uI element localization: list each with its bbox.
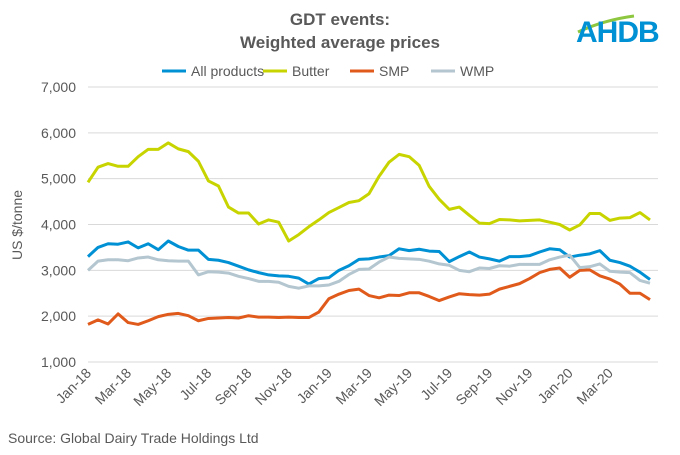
series-line-smp xyxy=(87,266,651,326)
y-tick-label: 4,000 xyxy=(41,217,76,233)
x-tick-label: Nov-18 xyxy=(252,365,295,408)
x-tick-label: May-19 xyxy=(371,365,415,409)
y-tick-label: 1,000 xyxy=(41,354,76,370)
series-line-butter xyxy=(86,141,651,243)
x-tick-label: Jul-18 xyxy=(176,365,214,403)
x-tick-label: Sep-18 xyxy=(211,365,254,408)
x-tick-label: Jan-18 xyxy=(53,365,95,407)
legend-label: Butter xyxy=(292,63,330,79)
legend-label: SMP xyxy=(379,63,409,79)
y-axis-label: US $/tonne xyxy=(9,190,25,260)
x-tick-label: Mar-19 xyxy=(332,365,375,408)
x-tick-label: Mar-18 xyxy=(92,365,135,408)
x-tick-label: May-18 xyxy=(130,365,174,409)
y-tick-label: 5,000 xyxy=(41,171,76,187)
legend-label: WMP xyxy=(460,63,494,79)
legend-label: All products xyxy=(191,63,264,79)
y-tick-label: 3,000 xyxy=(41,262,76,278)
y-tick-label: 6,000 xyxy=(41,125,76,141)
x-tick-label: Jan-20 xyxy=(534,365,576,407)
x-tick-label: Sep-19 xyxy=(452,365,495,408)
chart-title: GDT events: xyxy=(289,10,391,29)
x-tick-label: Jan-19 xyxy=(293,365,335,407)
ahdb-logo: AHDB xyxy=(574,2,674,51)
y-tick-label: 7,000 xyxy=(41,79,76,95)
y-tick-label: 2,000 xyxy=(41,308,76,324)
x-tick-label: Jul-19 xyxy=(417,365,455,403)
series-line-all-products xyxy=(86,239,651,286)
svg-text:AHDB: AHDB xyxy=(576,16,659,46)
chart-subtitle: Weighted average prices xyxy=(240,33,440,52)
x-tick-label: Mar-20 xyxy=(573,365,616,408)
source-note: Source: Global Dairy Trade Holdings Ltd xyxy=(8,430,259,446)
series-line-wmp xyxy=(86,253,651,290)
x-tick-label: Nov-19 xyxy=(492,365,535,408)
